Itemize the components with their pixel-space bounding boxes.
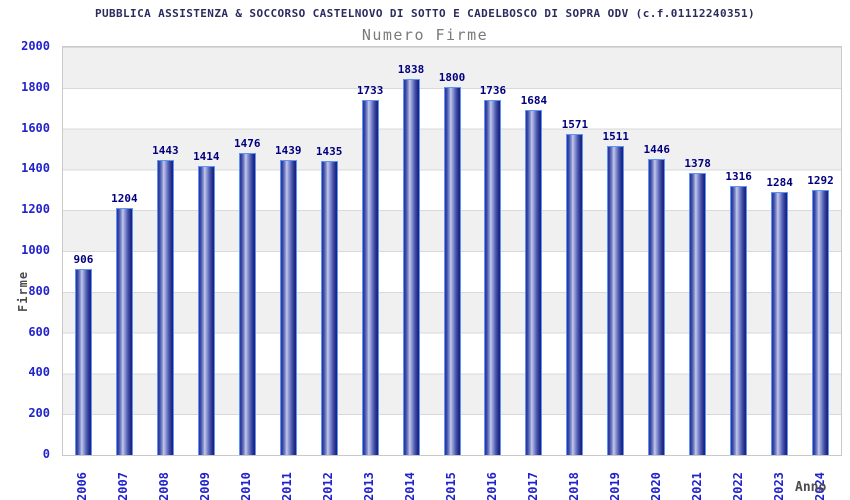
bar xyxy=(279,160,297,455)
bar xyxy=(648,159,666,455)
bar-value-label: 1439 xyxy=(274,144,302,158)
y-tick-label: 800 xyxy=(28,283,50,298)
bar-value-label: 1204 xyxy=(111,192,138,206)
x-tick-label: 2010 xyxy=(239,472,254,500)
bar-value-label: 1684 xyxy=(520,94,548,108)
bar xyxy=(689,172,707,455)
bar-value-label: 1443 xyxy=(152,143,179,157)
y-tick-label: 1400 xyxy=(21,161,50,176)
bar-value-label: 1292 xyxy=(807,174,834,188)
y-tick-label: 1000 xyxy=(21,243,50,257)
x-tick-label: 2013 xyxy=(362,472,377,500)
bar-value-label: 1733 xyxy=(356,84,384,98)
x-tick-label: 2022 xyxy=(730,472,745,500)
bar-value-label: 906 xyxy=(73,253,94,267)
bar-value-label: 1378 xyxy=(684,156,711,170)
bar-value-label: 1446 xyxy=(643,143,670,157)
chart-title: PUBBLICA ASSISTENZA & SOCCORSO CASTELNOV… xyxy=(94,7,756,20)
bar xyxy=(607,145,625,455)
bar xyxy=(197,165,215,455)
x-tick-label: 2015 xyxy=(444,472,458,500)
y-tick-label: 1200 xyxy=(21,202,50,217)
bar xyxy=(238,152,256,455)
bar-value-label: 1838 xyxy=(397,63,425,77)
bar-value-label: 1511 xyxy=(602,129,630,143)
x-tick-label: 2008 xyxy=(157,472,172,500)
x-axis: 2006 2007 2008 2009 2010 2011 2012 2013 2014 2015… xyxy=(62,459,840,500)
x-tick-label: 2012 xyxy=(321,472,336,500)
x-tick-label: 2009 xyxy=(198,472,213,500)
bar-value-label: 1736 xyxy=(479,83,507,97)
y-tick-label: 0 xyxy=(42,447,50,461)
y-tick-label: 1800 xyxy=(21,79,50,94)
bar xyxy=(74,269,92,455)
bar xyxy=(320,161,338,455)
x-axis-title: Anno xyxy=(795,480,827,495)
x-tick-label: 2019 xyxy=(607,472,622,500)
bar xyxy=(115,208,133,455)
bar-value-label: 1476 xyxy=(234,136,261,150)
bar xyxy=(361,100,379,455)
x-tick-label: 2017 xyxy=(525,472,540,500)
x-tick-label: 2021 xyxy=(689,472,704,500)
x-tick-label: 2016 xyxy=(484,472,499,500)
bar xyxy=(771,192,789,455)
x-tick-label: 2018 xyxy=(566,472,581,500)
y-tick-label: 1600 xyxy=(21,120,50,135)
y-tick-label: 200 xyxy=(28,406,50,421)
x-tick-label: 2011 xyxy=(280,472,295,500)
x-tick-label: 2023 xyxy=(771,472,786,500)
y-tick-label: 2000 xyxy=(21,39,50,53)
bar xyxy=(402,79,420,455)
y-tick-label: 600 xyxy=(28,324,50,339)
plot-area: 906 1204 1443 1414 1476 1439 1435 1733 1838 1800 1… xyxy=(62,46,842,456)
bar-value-label: 1316 xyxy=(725,169,752,183)
chart-subtitle: Numero Firme xyxy=(361,26,489,44)
bar-value-label: 1414 xyxy=(193,149,220,163)
bar xyxy=(443,86,461,455)
y-axis: 0 200 400 600 800 1000 1200 1400 1600 1800 2000 xyxy=(0,39,54,461)
bar xyxy=(730,185,748,455)
bar-value-label: 1571 xyxy=(561,117,589,131)
bar xyxy=(812,190,830,455)
y-tick-label: 400 xyxy=(28,365,50,380)
bar-value-label: 1284 xyxy=(766,176,793,190)
bar xyxy=(525,110,543,455)
bar-value-label: 1800 xyxy=(438,70,466,84)
x-tick-label: 2006 xyxy=(75,472,90,500)
bar xyxy=(566,133,584,455)
x-tick-label: 2007 xyxy=(116,472,131,500)
x-tick-label: 2020 xyxy=(648,472,663,500)
bar-value-label: 1435 xyxy=(315,145,343,159)
bar xyxy=(484,99,502,455)
x-tick-label: 2014 xyxy=(403,472,418,500)
bar xyxy=(156,159,174,455)
